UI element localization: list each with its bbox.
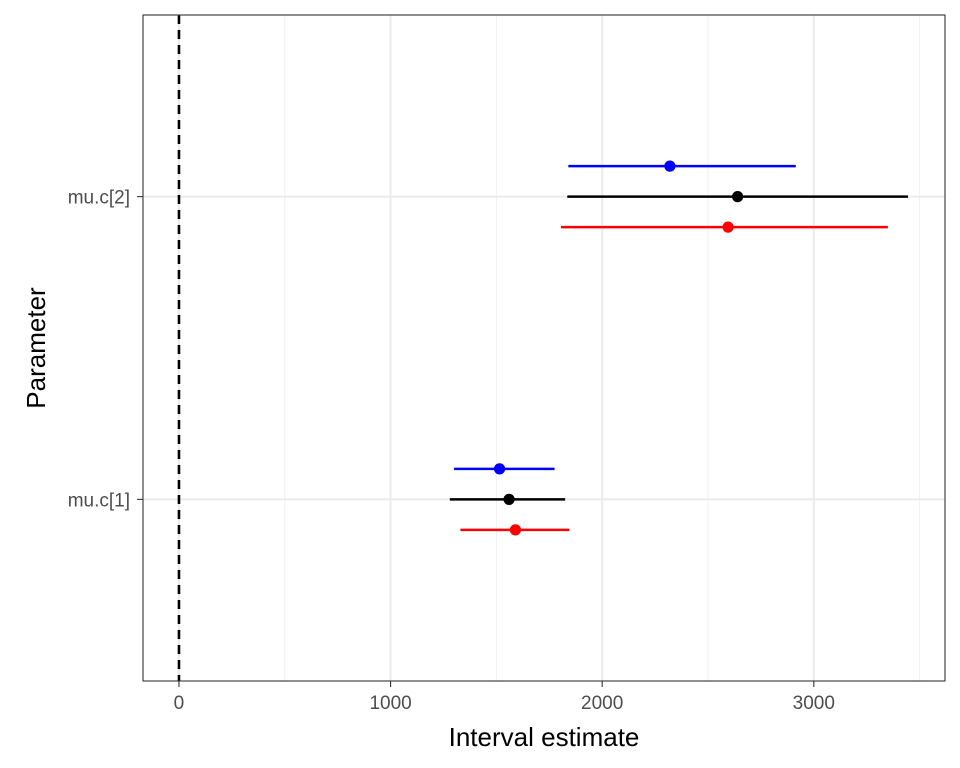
panel-border xyxy=(142,14,946,682)
point-estimate xyxy=(664,160,676,172)
x-tick-labels: 0 1000 2000 3000 xyxy=(174,693,835,714)
point-estimate xyxy=(493,463,506,475)
y-axis-title: Parameter xyxy=(21,287,51,409)
x-tick-label: 2000 xyxy=(581,693,623,714)
major-gridlines xyxy=(143,15,945,681)
y-tick-labels: mu.c[1] mu.c[2] xyxy=(68,188,130,512)
point-estimate xyxy=(503,493,515,505)
interval-layer xyxy=(449,160,908,536)
x-tick-label: 3000 xyxy=(793,693,835,714)
minor-gridlines xyxy=(284,15,921,681)
axis-ticks xyxy=(137,196,815,687)
point-estimate xyxy=(732,191,744,203)
point-estimate xyxy=(722,221,734,233)
x-tick-label: 0 xyxy=(174,693,185,714)
x-tick-label: 1000 xyxy=(369,693,411,714)
y-tick-label: mu.c[1] xyxy=(68,490,130,511)
point-estimate xyxy=(509,524,522,536)
x-axis-title: Interval estimate xyxy=(449,722,640,752)
y-tick-label: mu.c[2] xyxy=(68,188,130,209)
